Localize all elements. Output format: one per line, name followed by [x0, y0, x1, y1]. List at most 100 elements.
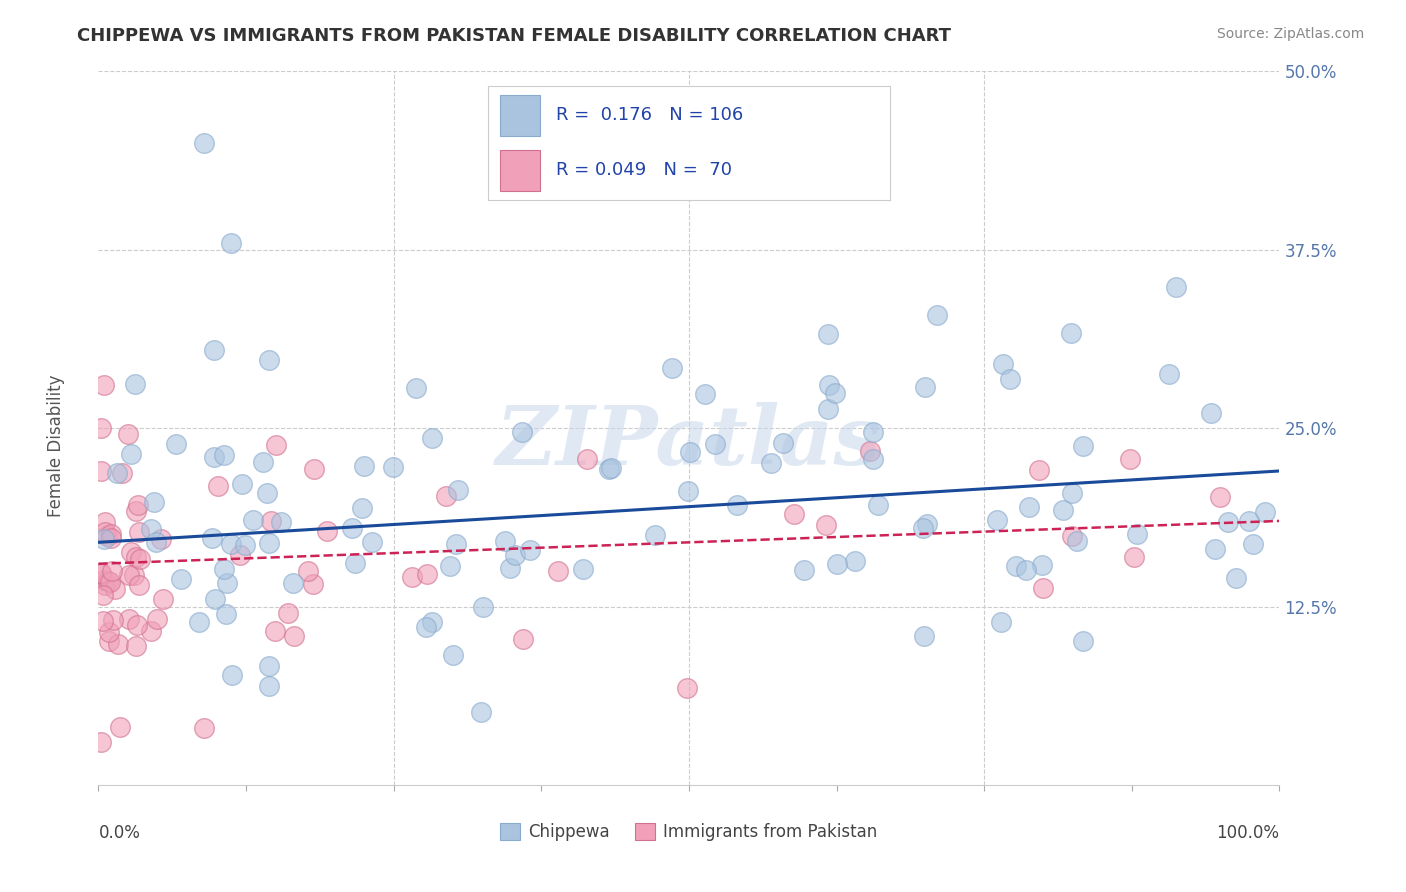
Point: [139, 624, 162, 638]
Point: [817, 401, 839, 416]
Point: [93, 516, 115, 530]
Point: [416, 567, 439, 582]
Point: [297, 564, 319, 578]
Point: [1123, 549, 1146, 564]
Point: [439, 559, 461, 574]
Point: [1071, 633, 1094, 648]
Point: [212, 562, 235, 576]
Point: [260, 514, 283, 528]
Point: [792, 563, 814, 577]
Point: [598, 462, 620, 476]
Point: [990, 615, 1012, 629]
Point: [257, 353, 280, 368]
Point: [825, 164, 848, 178]
Point: [124, 376, 146, 391]
Point: [420, 431, 443, 445]
Point: [1031, 558, 1053, 572]
Point: [202, 343, 225, 357]
Point: [252, 455, 274, 469]
Text: 0.0%: 0.0%: [98, 824, 141, 842]
Point: [128, 552, 150, 566]
Point: [844, 554, 866, 568]
Point: [214, 448, 236, 462]
Point: [94, 525, 117, 540]
Point: [759, 456, 782, 470]
Point: [188, 615, 211, 629]
Point: [512, 632, 534, 646]
Point: [90, 566, 112, 581]
Point: [127, 498, 149, 512]
Point: [703, 436, 725, 450]
Point: [1239, 515, 1261, 529]
Point: [815, 518, 838, 533]
Point: [1032, 581, 1054, 595]
Point: [259, 536, 281, 550]
Point: [1253, 505, 1275, 519]
Point: [125, 618, 148, 632]
Point: [281, 575, 304, 590]
Point: [264, 438, 287, 452]
Point: [152, 591, 174, 606]
Point: [125, 639, 148, 653]
Point: [1018, 500, 1040, 515]
Point: [547, 565, 569, 579]
Point: [1028, 463, 1050, 477]
Point: [215, 575, 238, 590]
Point: [264, 624, 287, 639]
Point: [201, 531, 224, 545]
Point: [818, 378, 841, 392]
Point: [340, 521, 363, 535]
Point: [207, 479, 229, 493]
Point: [1225, 570, 1247, 584]
Point: [914, 380, 936, 394]
Point: [120, 545, 142, 559]
Point: [231, 476, 253, 491]
Point: [233, 538, 256, 552]
Point: [107, 637, 129, 651]
Point: [97, 574, 120, 588]
Point: [204, 592, 226, 607]
Point: [110, 720, 132, 734]
Point: [90, 735, 112, 749]
Point: [242, 513, 264, 527]
Text: ZIPatlas: ZIPatlas: [496, 402, 882, 483]
Point: [122, 567, 145, 582]
Point: [676, 483, 699, 498]
Point: [644, 527, 666, 541]
Point: [824, 386, 846, 401]
Point: [925, 308, 948, 322]
Point: [912, 629, 935, 643]
Point: [270, 515, 292, 529]
Point: [499, 561, 522, 575]
Point: [302, 577, 325, 591]
Point: [100, 531, 122, 545]
Point: [125, 504, 148, 518]
Point: [401, 570, 423, 584]
Point: [96, 529, 118, 543]
Point: [1060, 529, 1083, 543]
Point: [93, 614, 115, 628]
Point: [1015, 563, 1038, 577]
Point: [350, 500, 373, 515]
Point: [117, 426, 139, 441]
Point: [434, 489, 457, 503]
Point: [361, 535, 384, 549]
Point: [912, 521, 935, 535]
Point: [1125, 527, 1147, 541]
Point: [1073, 439, 1095, 453]
Point: [103, 613, 125, 627]
Point: [93, 573, 115, 587]
Point: [575, 452, 598, 467]
Point: [868, 498, 890, 512]
Point: [725, 498, 748, 512]
Point: [117, 611, 139, 625]
Point: [572, 562, 595, 576]
Point: [229, 548, 252, 562]
Point: [256, 486, 278, 500]
Point: [405, 381, 427, 395]
Point: [170, 572, 193, 586]
Text: 100.0%: 100.0%: [1216, 824, 1279, 842]
Point: [93, 533, 115, 547]
Point: [1204, 542, 1226, 557]
Point: [444, 537, 467, 551]
